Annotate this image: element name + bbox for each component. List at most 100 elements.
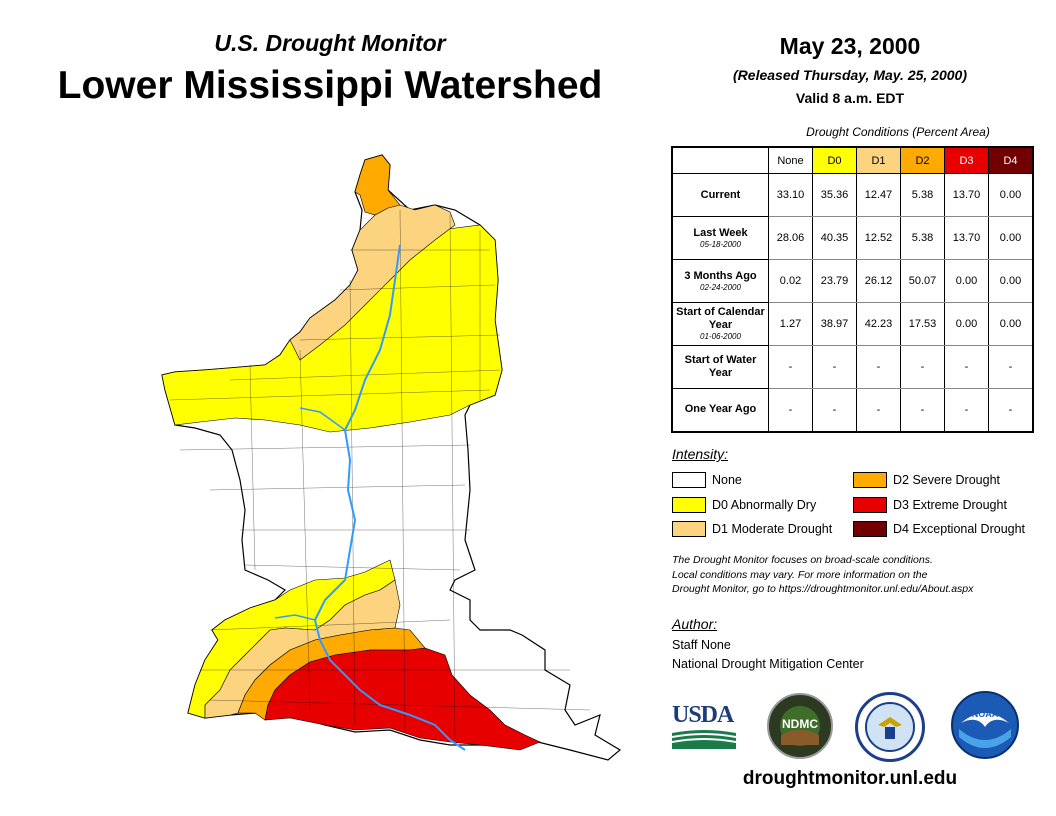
cell-value: 33.10 [768,173,813,217]
col-header-d2: D2 [900,146,945,174]
row-date: 01-06-2000 [700,332,741,341]
cell-value: - [812,388,857,432]
legend-item-none: None [672,472,742,488]
cell-value: 13.70 [944,173,989,217]
table-row: 3 Months Ago 02-24-2000 0.02 23.79 26.12 … [671,259,1034,303]
mississippi-river [313,244,466,751]
note-line: Drought Monitor, go to https://droughtmo… [672,583,974,595]
cell-value: 0.00 [944,302,989,346]
map-region-d1-north [289,199,456,361]
row-label-text: One Year Ago [684,403,757,416]
cell-value: - [856,345,901,389]
legend-swatch [672,497,706,513]
cell-value: 50.07 [900,259,945,303]
col-header-d4: D4 [988,146,1034,174]
cell-value: - [900,388,945,432]
legend-item-d1: D1 Moderate Drought [672,521,832,537]
table-row: Last Week 05-18-2000 28.06 40.35 12.52 5.… [671,216,1034,260]
cell-value: - [900,345,945,389]
legend-item-d2: D2 Severe Drought [853,472,1000,488]
cell-value: 26.12 [856,259,901,303]
cell-value: 0.02 [768,259,813,303]
table-corner [672,147,769,174]
col-header-d3: D3 [944,146,989,174]
ndmc-logo: NDMC [767,693,833,759]
row-label-text: Start of Water Year [684,354,757,379]
legend-label: D2 Severe Drought [893,473,1001,487]
legend-item-d4: D4 Exceptional Drought [853,521,1025,537]
commerce-seal-logo [855,692,925,762]
drought-stats-table: None D0 D1 D2 D3 D4 Current 33.10 35.36 … [671,146,1034,433]
cell-value: 1.27 [768,302,813,346]
cell-value: 0.00 [988,173,1034,217]
note-line: Local conditions may vary. For more info… [672,568,928,581]
map-region-d3 [264,647,541,751]
cell-value: - [812,345,857,389]
row-label: Start of Calendar Year 01-06-2000 [671,302,769,346]
row-label-text: Last Week [693,226,748,239]
usda-logo-hills [672,730,736,749]
legend-label: None [712,473,742,487]
cell-value: 13.70 [944,216,989,260]
col-header-d1: D1 [856,146,901,174]
row-label-text: Current [700,188,741,201]
cell-value: - [856,388,901,432]
legend-swatch [853,472,887,488]
row-label: Current [671,173,769,217]
disclaimer-note: The Drought Monitor focuses on broad-sca… [672,553,1042,597]
eagle-seal-icon [865,702,915,752]
cell-value: 12.52 [856,216,901,260]
table-header-row: None D0 D1 D2 D3 D4 [672,146,1034,174]
cell-value: 0.00 [988,259,1034,303]
legend-label: D1 Moderate Drought [712,522,833,536]
row-label: Last Week 05-18-2000 [671,216,769,260]
legend-swatch [853,497,887,513]
cell-value: 12.47 [856,173,901,217]
author-name: Staff None [672,638,731,652]
table-caption: Drought Conditions (Percent Area) [806,125,990,139]
cell-value: 5.38 [900,216,945,260]
county-lines [169,209,591,741]
row-date: 05-18-2000 [700,239,741,249]
table-row: Start of Water Year - - - - - - [671,345,1034,389]
legend-label: D0 Abnormally Dry [712,498,817,512]
map-subtitle: U.S. Drought Monitor [214,30,446,56]
col-header-d0: D0 [812,146,857,174]
legend-item-d0: D0 Abnormally Dry [672,497,816,513]
cell-value: 35.36 [812,173,857,217]
cell-value: 0.00 [988,302,1034,346]
ndmc-logo-text: NDMC [782,717,818,731]
note-line: The Drought Monitor focuses on broad-sca… [672,554,933,566]
col-header-none: None [768,146,813,174]
noaa-logo: NOAA [951,691,1019,759]
cell-value: 40.35 [812,216,857,260]
row-label-text: 3 Months Ago [684,269,757,282]
tributary-river [299,407,346,431]
legend-swatch [672,472,706,488]
cell-value: 17.53 [900,302,945,346]
drought-map [161,154,622,761]
release-date: (Released Thursday, May. 25, 2000) [733,67,967,83]
website-link[interactable]: droughtmonitor.unl.edu [742,768,958,789]
cell-value: 23.79 [812,259,857,303]
row-label: One Year Ago [671,388,769,432]
noaa-bird-icon [959,713,1011,748]
row-label-text: Start of Calendar Year [676,306,765,331]
cell-value: 28.06 [768,216,813,260]
cell-value: 38.97 [812,302,857,346]
table-row: Start of Calendar Year 01-06-2000 1.27 38… [671,302,1034,346]
cell-value: - [988,345,1034,389]
row-label: Start of Water Year [671,345,769,389]
author-title: Author: [672,616,718,632]
valid-time: Valid 8 a.m. EDT [795,90,905,106]
legend-label: D4 Exceptional Drought [893,522,1026,536]
map-date: May 23, 2000 [779,33,921,59]
cell-value: - [768,388,813,432]
usda-logo: USDA [672,703,736,749]
cell-value: - [768,345,813,389]
cell-value: - [988,388,1034,432]
legend-label: D3 Extreme Drought [893,498,1007,512]
cell-value: 5.38 [900,173,945,217]
table-row: One Year Ago - - - - - - [671,388,1034,432]
cell-value: 42.23 [856,302,901,346]
